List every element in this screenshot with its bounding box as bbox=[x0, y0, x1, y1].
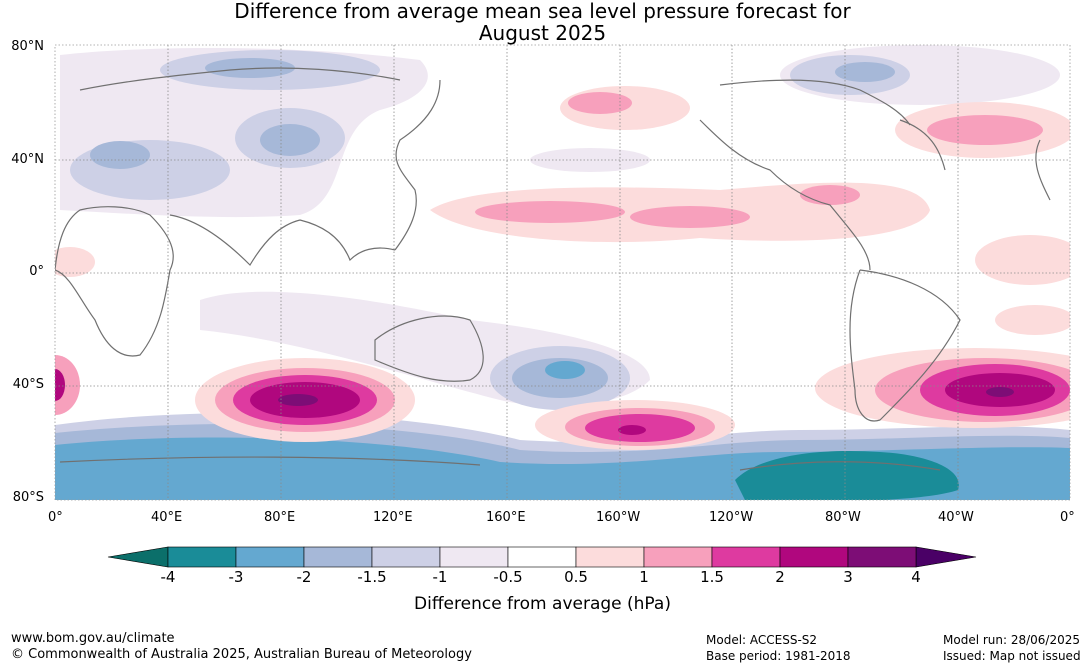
lat-label-40n: 40°N bbox=[11, 152, 44, 167]
lat-label-80n: 80°N bbox=[11, 39, 44, 54]
colorbar-tick: -2 bbox=[296, 568, 312, 586]
colorbar-tick: 3 bbox=[843, 568, 853, 586]
lat-label-40s: 40°S bbox=[12, 377, 44, 392]
colorbar-segment bbox=[711, 546, 781, 568]
lat-label-80s: 80°S bbox=[12, 490, 44, 505]
colorbar-segment bbox=[643, 546, 713, 568]
colorbar-tick: -4 bbox=[160, 568, 176, 586]
colorbar-segment bbox=[779, 546, 849, 568]
colorbar-segment bbox=[575, 546, 645, 568]
colorbar-tick: 0.5 bbox=[564, 568, 588, 586]
colorbar-segment bbox=[439, 546, 509, 568]
arctic-canada-core bbox=[835, 62, 895, 82]
colorbar-title: Difference from average (hPa) bbox=[414, 594, 671, 614]
central-asia-core bbox=[260, 124, 320, 156]
colorbar-extend-low bbox=[107, 546, 169, 568]
alaska-pos-core bbox=[568, 92, 632, 114]
lon-label-160w: 160°W bbox=[596, 510, 641, 525]
indian-ocean-high-5 bbox=[278, 394, 318, 406]
coastlines bbox=[55, 67, 1051, 471]
colorbar-segment bbox=[371, 546, 441, 568]
graticule bbox=[55, 45, 1070, 500]
lon-label-120w: 120°W bbox=[709, 510, 754, 525]
footer-copyright: © Commonwealth of Australia 2025, Austra… bbox=[11, 647, 472, 662]
colorbar-tick: -3 bbox=[228, 568, 244, 586]
anomaly-field bbox=[55, 45, 1070, 500]
mideast-core bbox=[90, 141, 150, 169]
tasman-core bbox=[545, 361, 585, 379]
colorbar-extend-high bbox=[915, 546, 977, 568]
colorbar-tick: 1.5 bbox=[700, 568, 724, 586]
colorbar-tick: -0.5 bbox=[493, 568, 523, 586]
map-frame bbox=[54, 44, 1071, 501]
colorbar-segment bbox=[167, 546, 237, 568]
lon-label-80w: 80°W bbox=[825, 510, 861, 525]
lon-label-40w: 40°W bbox=[938, 510, 974, 525]
west-indian-high-2 bbox=[55, 369, 65, 401]
colorbar-tick: 1 bbox=[639, 568, 649, 586]
pacific-north-pale bbox=[530, 148, 650, 172]
colorbar-segment bbox=[303, 546, 373, 568]
footer-issued: Issued: Map not issued bbox=[943, 649, 1081, 663]
atlantic-east-pos bbox=[975, 235, 1070, 285]
lon-label-40e: 40°E bbox=[151, 510, 183, 525]
gulf-pos bbox=[800, 185, 860, 205]
subtropical-pacific-core-2 bbox=[630, 206, 750, 228]
colorbar-tick: 4 bbox=[911, 568, 921, 586]
colorbar-segment bbox=[507, 546, 577, 568]
atlantic-south-high-5 bbox=[986, 387, 1014, 397]
lon-label-80e: 80°E bbox=[264, 510, 296, 525]
west-indian-high-1 bbox=[55, 355, 80, 415]
lon-label-0-right: 0° bbox=[1060, 510, 1075, 525]
atlantic-equatorial-pos bbox=[995, 305, 1070, 335]
colorbar bbox=[107, 546, 977, 568]
lon-label-0-left: 0° bbox=[48, 510, 63, 525]
footer-model: Model: ACCESS-S2 bbox=[706, 633, 818, 647]
lat-label-0: 0° bbox=[29, 264, 44, 279]
atlantic-north-core bbox=[927, 115, 1043, 145]
africa-west-pos bbox=[55, 247, 95, 277]
pacific-south-high-4 bbox=[618, 425, 646, 435]
colorbar-tick: -1.5 bbox=[357, 568, 387, 586]
subtropical-pacific-core bbox=[475, 201, 625, 223]
colorbar-tick: 2 bbox=[775, 568, 785, 586]
siberia-neg-core bbox=[205, 58, 295, 78]
colorbar-tick: -1 bbox=[432, 568, 448, 586]
footer-url: www.bom.gov.au/climate bbox=[11, 631, 175, 646]
colorbar-segment bbox=[235, 546, 305, 568]
lon-label-160e: 160°E bbox=[486, 510, 526, 525]
map-title-line-1: Difference from average mean sea level p… bbox=[234, 0, 851, 23]
map-title-line-2: August 2025 bbox=[478, 21, 607, 45]
footer-model-run: Model run: 28/06/2025 bbox=[943, 633, 1081, 647]
footer-base-period: Base period: 1981-2018 bbox=[706, 649, 851, 663]
colorbar-segment bbox=[847, 546, 917, 568]
lon-label-120e: 120°E bbox=[373, 510, 413, 525]
